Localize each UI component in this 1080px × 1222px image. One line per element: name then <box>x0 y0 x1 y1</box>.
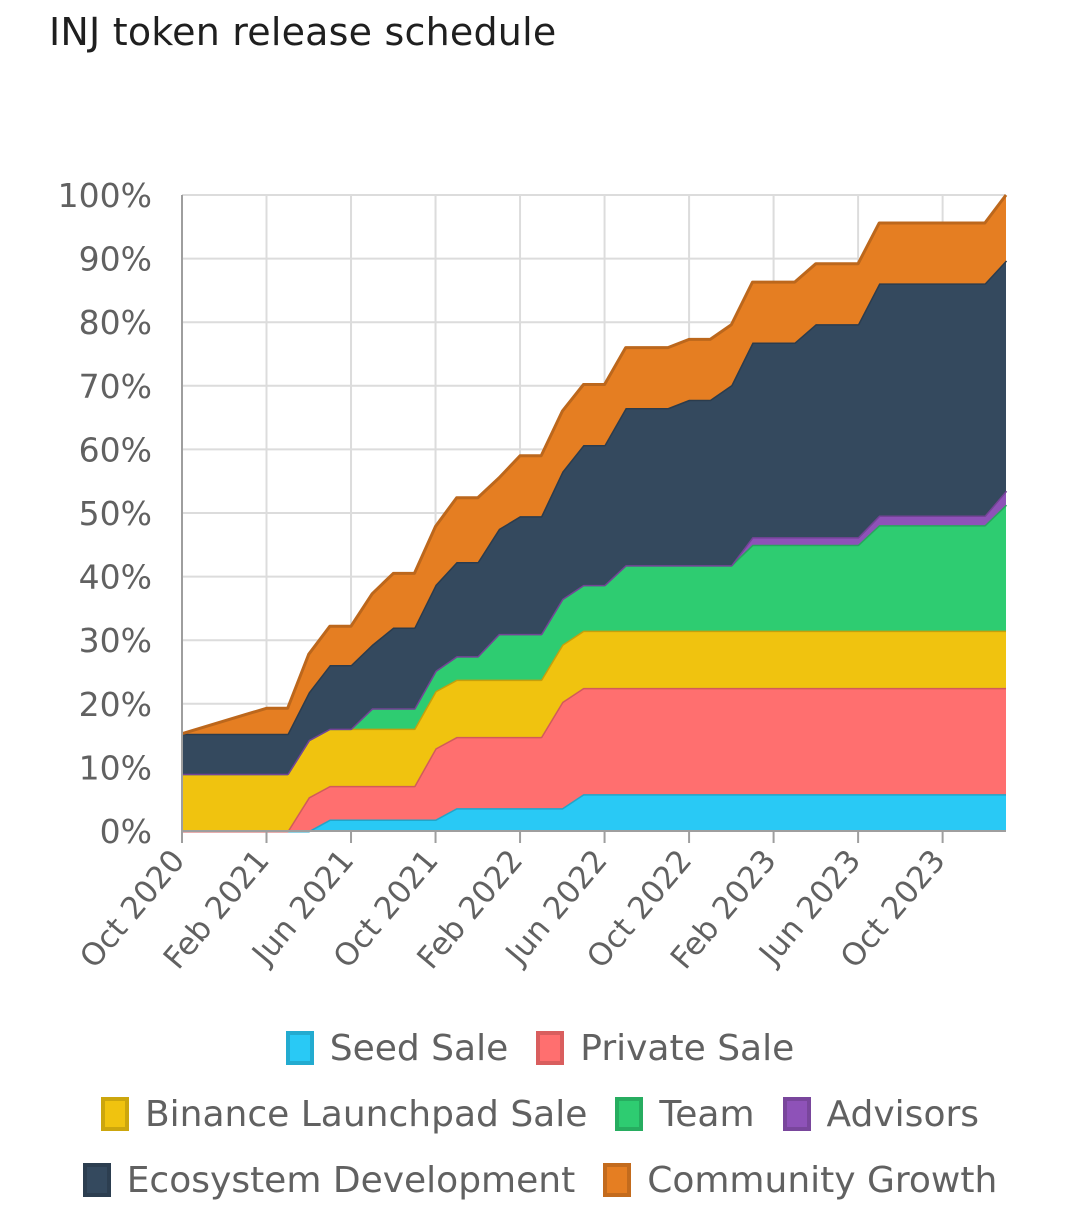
axes <box>181 195 1006 843</box>
area-community-growth <box>182 195 1006 734</box>
legend-label: Advisors <box>826 1093 980 1135</box>
y-tick-label: 50% <box>79 494 152 533</box>
legend-swatch <box>782 1097 811 1131</box>
legend-label: Seed Sale <box>329 1027 509 1069</box>
area-private-sale <box>182 687 1006 831</box>
area-ecosystem-development <box>182 260 1006 774</box>
legend-label: Binance Launchpad Sale <box>144 1093 588 1135</box>
legend-item-community-growth[interactable]: Community Growth <box>603 1160 997 1201</box>
legend-item-binance-launchpad-sale[interactable]: Binance Launchpad Sale <box>100 1093 588 1135</box>
legend-item-ecosystem-development[interactable]: Ecosystem Development <box>82 1159 576 1201</box>
area-team <box>182 504 1006 774</box>
y-tick-label: 30% <box>79 621 152 660</box>
legend-item-advisors[interactable]: Advisors <box>782 1093 980 1135</box>
chart-title: INJ token release schedule <box>49 10 557 54</box>
legend-label: Team <box>659 1093 755 1135</box>
legend-swatch <box>536 1031 565 1065</box>
legend-item-seed-sale[interactable]: Seed Sale <box>285 1027 509 1069</box>
legend-swatch <box>285 1031 314 1065</box>
area-chart: 0%10%20%30%40%50%60%70%80%90%100%Oct 202… <box>58 176 1008 976</box>
y-tick-label: 80% <box>79 303 152 342</box>
legend-item-private-sale[interactable]: Private Sale <box>536 1028 794 1069</box>
legend-label: Community Growth <box>647 1159 998 1201</box>
y-tick-label: 20% <box>79 685 152 724</box>
y-tick-label: 90% <box>79 240 152 279</box>
legend-label: Private Sale <box>580 1027 795 1069</box>
y-tick-label: 70% <box>79 367 152 406</box>
legend-swatch <box>82 1163 111 1197</box>
legend-row: Seed Sale Private Sale <box>0 1015 1080 1081</box>
legend-label: Ecosystem Development <box>126 1159 576 1201</box>
y-tick-label: 60% <box>79 430 152 469</box>
legend-row: Binance Launchpad Sale Team Advisors <box>0 1081 1080 1147</box>
series-areas <box>181 194 1008 833</box>
legend-row: Ecosystem Development Community Growth <box>0 1147 1080 1213</box>
legend-swatch <box>603 1163 632 1197</box>
legend-swatch <box>100 1097 129 1131</box>
legend-item-team[interactable]: Team <box>615 1093 755 1135</box>
series-line <box>181 194 1008 736</box>
y-tick-label: 10% <box>79 748 152 787</box>
legend-swatch <box>615 1097 644 1131</box>
legend: Seed Sale Private Sale Binance Launchpad… <box>0 1015 1080 1213</box>
area-advisors <box>182 490 1006 774</box>
area-seed-sale <box>182 794 1006 831</box>
y-tick-label: 40% <box>79 558 152 597</box>
area-binance-launchpad-sale <box>182 630 1006 831</box>
y-tick-label: 100% <box>58 176 152 215</box>
y-tick-label: 0% <box>100 812 152 851</box>
